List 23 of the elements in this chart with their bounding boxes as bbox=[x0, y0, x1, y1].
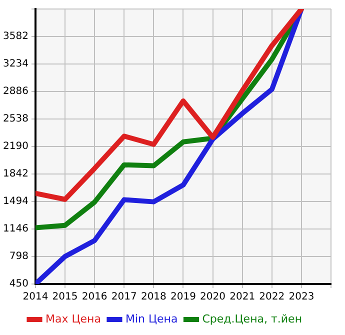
y-tick-label: 1494 bbox=[2, 196, 28, 208]
y-tick-label: 450 bbox=[9, 278, 28, 290]
y-tick-label: 3234 bbox=[2, 58, 28, 70]
x-tick-label: 2014 bbox=[22, 292, 48, 303]
x-tick-label: 2023 bbox=[288, 292, 314, 303]
y-tick-label: 3582 bbox=[2, 31, 28, 42]
legend-label: Сред.Цена, т.йен bbox=[202, 312, 302, 326]
x-tick-label: 2015 bbox=[52, 292, 78, 303]
y-tick-label: 1146 bbox=[2, 224, 28, 235]
y-tick-label: 2886 bbox=[2, 86, 28, 98]
x-tick-label: 2019 bbox=[170, 292, 196, 303]
legend-label: Min Цена bbox=[125, 312, 178, 326]
x-tick-label: 2022 bbox=[259, 292, 285, 303]
x-tick-label: 2021 bbox=[230, 292, 256, 303]
x-tick-label: 2020 bbox=[200, 292, 226, 303]
y-tick-label: 2538 bbox=[2, 114, 28, 125]
x-tick-label: 2016 bbox=[82, 292, 108, 303]
x-tick-label: 2018 bbox=[140, 292, 166, 303]
y-tick-label: 1842 bbox=[2, 168, 28, 180]
x-tick-label: 2017 bbox=[111, 292, 137, 303]
y-tick-label: 2190 bbox=[2, 141, 28, 152]
y-tick-label: 798 bbox=[9, 251, 28, 262]
legend-label: Max Цена bbox=[45, 312, 101, 326]
